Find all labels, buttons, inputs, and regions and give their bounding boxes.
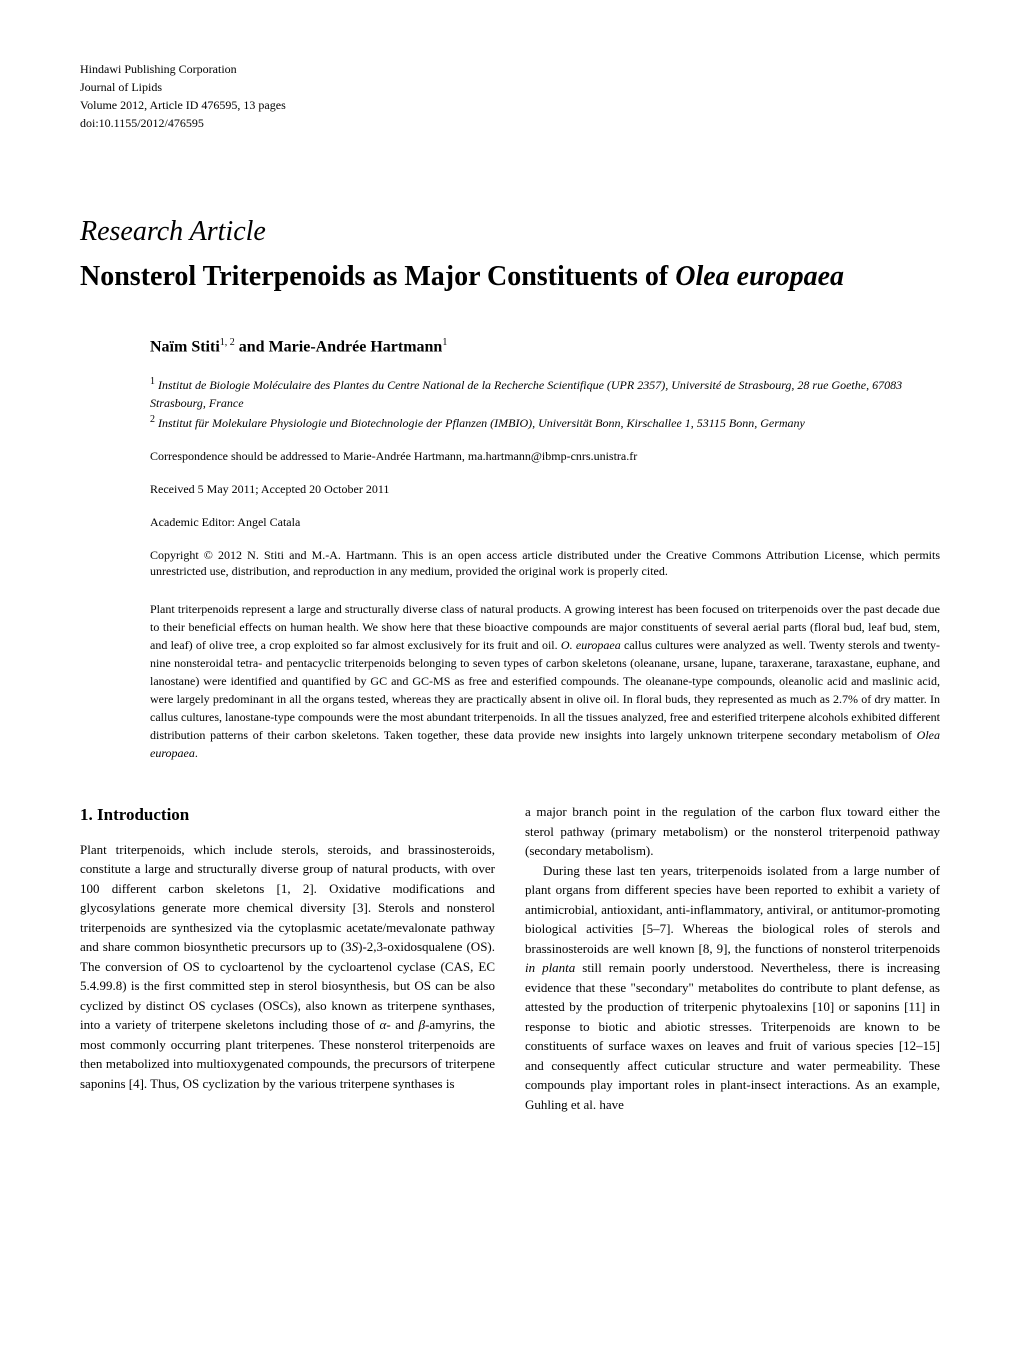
intro-p2-text2: still remain poorly understood. Neverthe… xyxy=(525,960,940,1112)
article-title: Nonsterol Triterpenoids as Major Constit… xyxy=(80,259,940,295)
abstract-em1: O. europaea xyxy=(561,638,621,652)
dates: Received 5 May 2011; Accepted 20 October… xyxy=(150,481,940,498)
copyright: Copyright © 2012 N. Stiti and M.-A. Hart… xyxy=(150,547,940,581)
article-type: Research Article xyxy=(80,212,940,251)
intro-para-2: During these last ten years, triterpenoi… xyxy=(525,861,940,1115)
doi-info: doi:10.1155/2012/476595 xyxy=(80,114,940,132)
correspondence-text: Correspondence should be addressed to Ma… xyxy=(150,449,468,463)
affiliation-1: 1 Institut de Biologie Moléculaire des P… xyxy=(150,374,940,412)
author-1: Naïm Stiti xyxy=(150,338,220,355)
abstract-p1-cont: callus cultures were analyzed as well. T… xyxy=(150,638,940,742)
title-text: Nonsterol Triterpenoids as Major Constit… xyxy=(80,261,675,292)
correspondence: Correspondence should be addressed to Ma… xyxy=(150,448,940,465)
aff1-text: Institut de Biologie Moléculaire des Pla… xyxy=(150,378,902,410)
author-2-sup: 1 xyxy=(442,337,447,348)
authors: Naïm Stiti1, 2 and Marie-Andrée Hartmann… xyxy=(150,336,940,359)
correspondence-email: ma.hartmann@ibmp-cnrs.unistra.fr xyxy=(468,449,637,463)
publisher-name: Hindawi Publishing Corporation xyxy=(80,60,940,78)
body-columns: 1. Introduction Plant triterpenoids, whi… xyxy=(80,802,940,1114)
author-and: and Marie-Andrée Hartmann xyxy=(235,338,443,355)
affiliations: 1 Institut de Biologie Moléculaire des P… xyxy=(150,374,940,432)
intro-para-1-cont: a major branch point in the regulation o… xyxy=(525,802,940,861)
intro-p2-text1: During these last ten years, triterpenoi… xyxy=(525,863,940,956)
intro-p2-em1: in planta xyxy=(525,960,575,975)
publication-header: Hindawi Publishing Corporation Journal o… xyxy=(80,60,940,132)
aff2-text: Institut für Molekulare Physiologie und … xyxy=(155,416,805,430)
intro-heading: 1. Introduction xyxy=(80,802,495,828)
left-column: 1. Introduction Plant triterpenoids, whi… xyxy=(80,802,495,1114)
volume-info: Volume 2012, Article ID 476595, 13 pages xyxy=(80,96,940,114)
intro-para-1: Plant triterpenoids, which include stero… xyxy=(80,840,495,1094)
title-species: Olea europaea xyxy=(675,261,844,292)
right-column: a major branch point in the regulation o… xyxy=(525,802,940,1114)
academic-editor: Academic Editor: Angel Catala xyxy=(150,514,940,531)
author-1-sup: 1, 2 xyxy=(220,337,235,348)
abstract: Plant triterpenoids represent a large an… xyxy=(150,600,940,762)
journal-name: Journal of Lipids xyxy=(80,78,940,96)
intro-p1-text3: - and xyxy=(386,1017,418,1032)
intro-p1-text1: Plant triterpenoids, which include stero… xyxy=(80,842,495,955)
affiliation-2: 2 Institut für Molekulare Physiologie un… xyxy=(150,412,940,432)
abstract-p1-end: . xyxy=(195,746,198,760)
